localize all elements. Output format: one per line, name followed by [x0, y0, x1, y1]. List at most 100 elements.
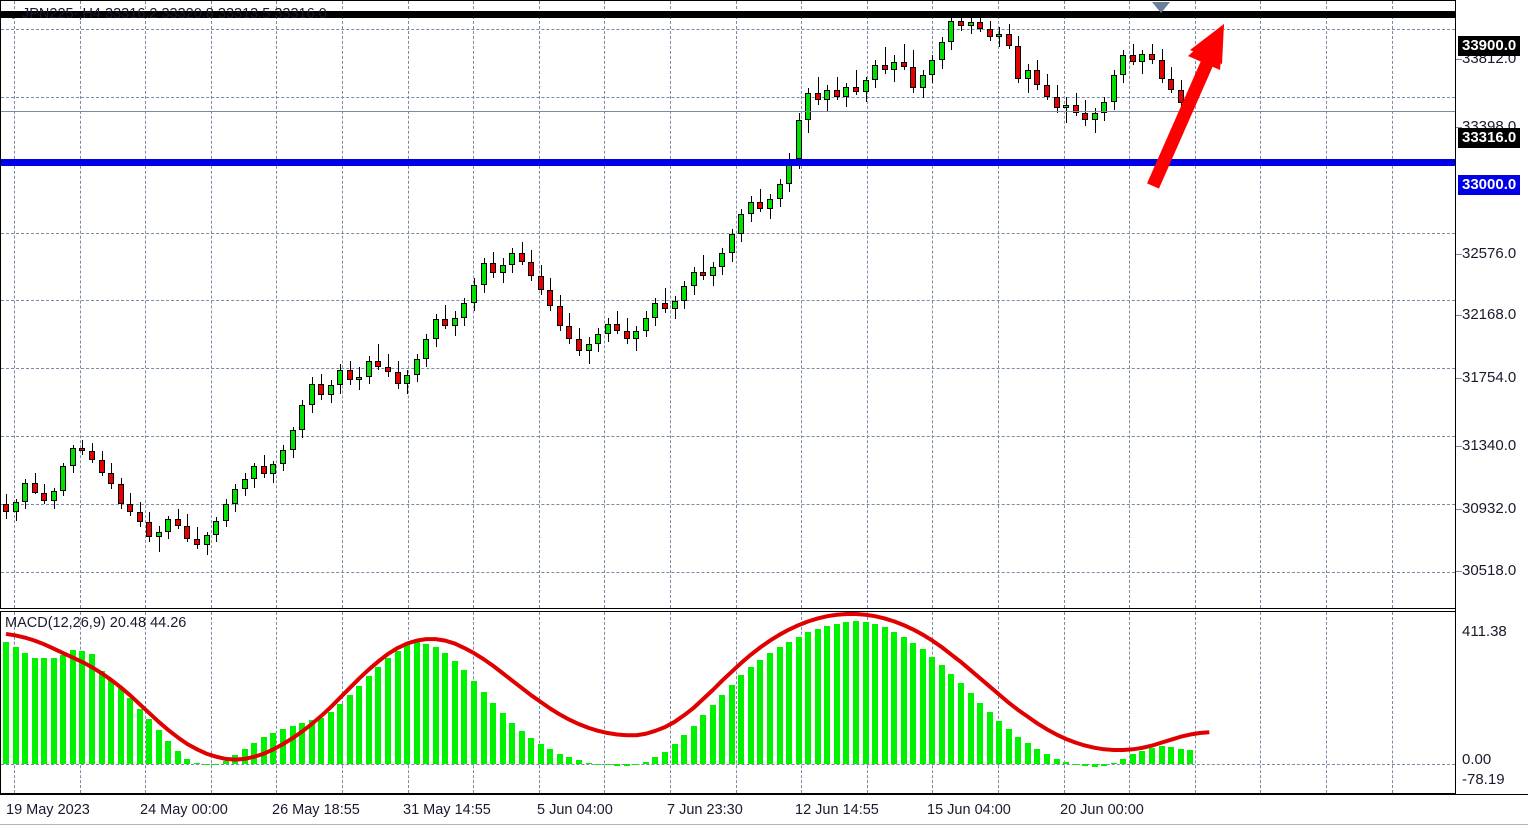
bullish-arrow-annotation[interactable]	[1120, 0, 1260, 200]
macd-histogram-bar	[977, 702, 984, 765]
macd-histogram-bar	[1082, 764, 1089, 767]
macd-histogram-bar	[576, 760, 582, 765]
vertical-gridline	[736, 612, 737, 793]
candle-body	[958, 20, 964, 26]
macd-scale-label: 411.38	[1462, 623, 1507, 640]
candle-body	[174, 518, 181, 526]
candle-body	[69, 448, 76, 467]
vertical-gridline	[211, 1, 212, 608]
price-chart-panel[interactable]	[0, 0, 1456, 609]
candle-body	[413, 358, 420, 376]
candle-body	[833, 90, 840, 97]
macd-histogram-bar	[738, 675, 745, 765]
macd-histogram-bar	[958, 683, 964, 765]
candle-body	[537, 276, 544, 290]
horizontal-gridline	[1, 503, 1455, 505]
candle-body	[996, 33, 1003, 38]
candle-body	[652, 302, 659, 318]
candle-body	[509, 253, 516, 265]
macd-histogram-bar	[719, 694, 726, 765]
candle-body	[1177, 90, 1184, 104]
vertical-gridline	[1260, 1, 1261, 608]
macd-histogram-bar	[509, 722, 516, 765]
scale-tick	[1456, 315, 1462, 316]
vertical-gridline	[1195, 1, 1196, 608]
macd-signal-line	[5, 612, 1210, 762]
macd-histogram-bar	[365, 676, 372, 765]
symbol-header: JPN225-,H4 33316.2 33320.8 33313.5 33316…	[22, 6, 327, 22]
candle-body	[814, 93, 821, 100]
macd-histogram-bar	[1053, 758, 1060, 765]
macd-histogram-bar	[136, 708, 143, 765]
time-scale-axis[interactable]: 19 May 2023 24 May 00:00 26 May 18:55 31 Ma…	[0, 794, 1528, 825]
candle-body	[136, 512, 143, 523]
macd-histogram-bar	[891, 631, 898, 765]
macd-histogram-bar	[117, 687, 124, 765]
macd-histogram-bar	[1015, 736, 1022, 765]
vertical-gridline	[1064, 612, 1065, 793]
candle-wick	[885, 47, 886, 74]
candle-body	[194, 538, 200, 546]
candle-body	[1082, 113, 1089, 120]
candle-body	[852, 86, 859, 92]
scale-tick	[1456, 59, 1462, 60]
candle-body	[1063, 104, 1070, 109]
macd-zero-line	[1, 764, 1455, 766]
time-axis-label: 12 Jun 14:55	[795, 802, 879, 818]
candle-body	[604, 324, 611, 335]
candle-body	[394, 372, 401, 384]
candle-body	[881, 65, 888, 71]
candle-body	[203, 535, 210, 546]
candle-wick	[999, 27, 1000, 48]
macd-plot-area[interactable]	[1, 612, 1455, 793]
candle-body	[709, 266, 716, 277]
time-axis-label: 15 Jun 04:00	[927, 802, 1011, 818]
macd-histogram-bar	[1043, 754, 1050, 765]
macd-histogram-bar	[652, 757, 659, 765]
macd-histogram-bar	[528, 738, 535, 765]
price-scale-label: 33900.0	[1458, 36, 1521, 56]
candle-wick	[522, 241, 523, 265]
macd-histogram-bar	[480, 691, 487, 765]
price-plot-area[interactable]	[1, 1, 1455, 608]
time-axis-label: 20 Jun 00:00	[1060, 802, 1144, 818]
macd-histogram-bar	[728, 684, 735, 765]
horizontal-gridline	[1, 572, 1455, 574]
vertical-gridline	[670, 612, 671, 793]
macd-histogram-bar	[623, 764, 630, 767]
macd-histogram-bar	[394, 650, 401, 765]
candle-wick	[130, 492, 131, 516]
macd-histogram-bar	[1187, 750, 1194, 765]
candle-body	[872, 65, 879, 81]
candle-body	[222, 504, 229, 521]
candle-body	[805, 93, 812, 120]
macd-indicator-panel[interactable]	[0, 611, 1456, 794]
macd-histogram-bar	[852, 621, 859, 765]
vertical-gridline	[14, 1, 15, 608]
candle-body	[60, 466, 67, 491]
price-scale-axis[interactable]: 33900.0 33812.0 33398.0 33316.0 33000.0 32576…	[1455, 0, 1528, 794]
macd-histogram-bar	[260, 737, 267, 765]
vertical-gridline	[801, 1, 802, 608]
candle-body	[1005, 33, 1012, 46]
candle-body	[919, 75, 926, 89]
candle-body	[776, 184, 783, 199]
macd-histogram-bar	[900, 636, 907, 765]
vertical-gridline	[1260, 612, 1261, 793]
candle-wick	[1152, 43, 1153, 64]
macd-histogram-bar	[69, 650, 76, 765]
candle-wick	[589, 337, 590, 364]
candle-wick	[378, 344, 379, 371]
candle-body	[41, 492, 48, 501]
vertical-gridline	[1129, 612, 1130, 793]
vertical-gridline	[1392, 1, 1393, 608]
macd-histogram-bar	[194, 762, 200, 765]
candle-body	[700, 271, 707, 277]
vertical-gridline	[276, 612, 277, 793]
candle-body	[843, 86, 850, 97]
macd-histogram-bar	[795, 636, 802, 765]
macd-histogram-bar	[1101, 764, 1108, 766]
macd-histogram-bar	[833, 623, 840, 765]
scale-tick	[1456, 509, 1462, 510]
time-axis-label: 19 May 2023	[6, 802, 90, 818]
